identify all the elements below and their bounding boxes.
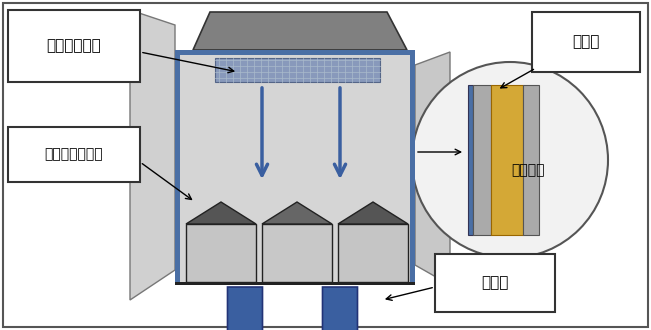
Bar (532, 12, 640, 72)
FancyArrow shape (311, 287, 369, 330)
Bar (410, 50, 415, 285)
Circle shape (412, 62, 608, 258)
Polygon shape (186, 202, 256, 224)
Polygon shape (415, 52, 450, 285)
Bar (491, 85, 523, 235)
Text: 断熱材: 断熱材 (572, 35, 600, 50)
Bar (215, 58, 380, 82)
Bar (468, 85, 473, 235)
Polygon shape (338, 202, 408, 224)
Polygon shape (193, 12, 407, 50)
Text: 庫内の仕組み: 庫内の仕組み (47, 39, 102, 53)
Bar (175, 50, 180, 285)
Bar (435, 254, 555, 312)
Bar (8, 127, 140, 182)
Bar (175, 50, 415, 285)
FancyArrow shape (216, 287, 274, 330)
Text: 冷　気: 冷 気 (481, 276, 508, 290)
Polygon shape (262, 202, 332, 224)
Bar (8, 10, 140, 82)
Bar (523, 85, 539, 235)
Bar (473, 85, 491, 235)
Text: 壁内拡大: 壁内拡大 (511, 163, 545, 177)
Bar (338, 224, 408, 282)
Bar (175, 282, 415, 285)
Bar (262, 224, 332, 282)
Bar (175, 50, 415, 55)
Polygon shape (130, 10, 175, 300)
Text: エバポレーター: エバポレーター (45, 148, 104, 161)
Bar (186, 224, 256, 282)
